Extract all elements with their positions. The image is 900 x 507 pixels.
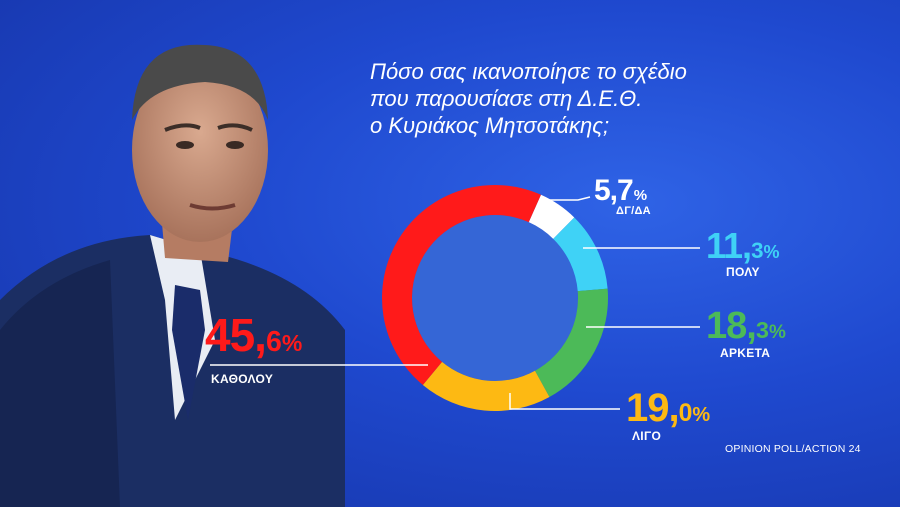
leader-dgda: [548, 196, 591, 201]
slice-poly: [553, 217, 608, 292]
category-katholou: ΚΑΘΟΛΟΥ: [211, 372, 274, 386]
value-ligo: 19,0%: [626, 386, 710, 430]
label-ligo: 19,0% ΛΙΓΟ: [626, 386, 710, 443]
value-katholou: 45,6%: [205, 309, 302, 361]
source-credit: OPINION POLL/ACTION 24: [725, 443, 861, 455]
value-poly: 11,3%: [706, 225, 780, 266]
category-dgda: ΔΓ/ΔΑ: [616, 205, 651, 217]
label-poly: 11,3% ΠΟΛΥ: [706, 225, 780, 280]
title-line-3: ο Κυριάκος Μητσοτάκης;: [370, 113, 610, 138]
title-line-2: που παρουσίασε στη Δ.Ε.Θ.: [370, 86, 643, 111]
slice-ligo: [422, 361, 550, 411]
value-arketa: 18,3%: [706, 305, 786, 347]
label-arketa: 18,3% ΑΡΚΕΤΑ: [706, 305, 786, 360]
value-dgda: 5,7%: [594, 174, 647, 207]
category-ligo: ΛΙΓΟ: [632, 429, 662, 443]
label-dgda: 5,7% ΔΓ/ΔΑ: [594, 174, 651, 218]
slice-arketa: [534, 288, 608, 398]
chart-title: Πόσο σας ικανοποίησε το σχέδιο που παρου…: [370, 58, 790, 139]
donut-center: [412, 215, 578, 381]
category-arketa: ΑΡΚΕΤΑ: [720, 346, 771, 360]
slice-katholou: [382, 185, 541, 385]
slice-dgda: [528, 194, 575, 239]
politician-photo: [0, 44, 345, 507]
label-katholou: 45,6% ΚΑΘΟΛΟΥ: [205, 309, 302, 386]
category-poly: ΠΟΛΥ: [726, 265, 760, 279]
title-line-1: Πόσο σας ικανοποίησε το σχέδιο: [370, 59, 687, 84]
leader-ligo: [509, 393, 620, 410]
